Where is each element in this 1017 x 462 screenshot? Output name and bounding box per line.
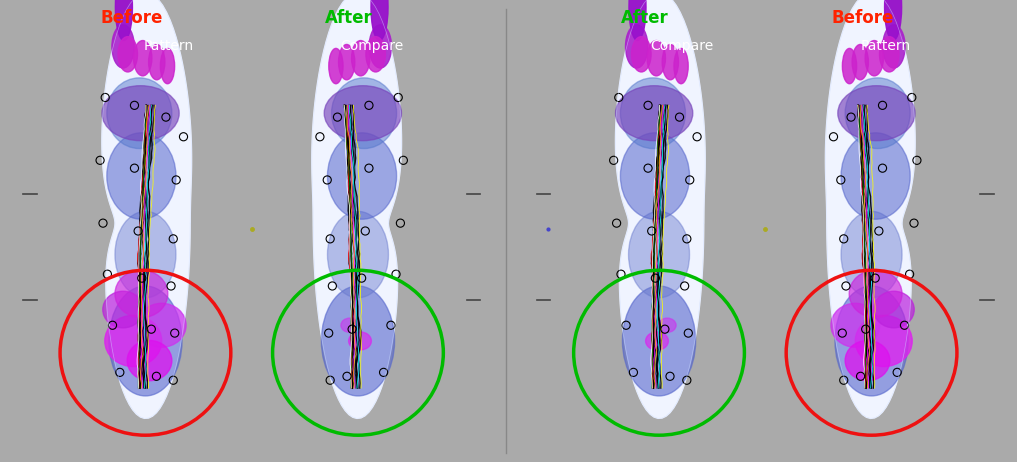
Ellipse shape [880,36,899,72]
Text: Pattern: Pattern [860,39,910,53]
Ellipse shape [615,85,693,140]
Ellipse shape [622,286,696,396]
Ellipse shape [115,0,132,41]
Ellipse shape [629,0,646,41]
Ellipse shape [105,316,162,366]
Ellipse shape [341,318,359,332]
Ellipse shape [835,286,908,396]
Ellipse shape [852,44,869,80]
Text: Pattern: Pattern [143,39,193,53]
Text: After: After [324,10,372,27]
Ellipse shape [845,340,890,381]
Ellipse shape [831,303,880,347]
Ellipse shape [371,0,388,41]
Ellipse shape [620,78,685,148]
Ellipse shape [629,211,690,298]
Ellipse shape [646,332,668,350]
Ellipse shape [112,25,134,68]
Ellipse shape [620,133,690,219]
Ellipse shape [845,78,910,148]
Ellipse shape [841,133,910,219]
Ellipse shape [662,44,678,80]
Ellipse shape [366,36,385,72]
Ellipse shape [632,36,651,72]
Text: Before: Before [831,10,894,27]
Ellipse shape [647,41,665,76]
Polygon shape [102,0,191,419]
Text: Before: Before [101,10,163,27]
Ellipse shape [865,41,884,76]
Polygon shape [312,0,402,419]
Ellipse shape [107,133,176,219]
Ellipse shape [849,270,902,317]
Ellipse shape [838,85,915,140]
Text: After: After [621,10,669,27]
Ellipse shape [103,291,143,328]
Ellipse shape [332,78,397,148]
Ellipse shape [161,49,175,84]
Ellipse shape [109,286,182,396]
Ellipse shape [883,25,905,68]
Ellipse shape [855,316,912,366]
Text: Compare: Compare [341,39,404,53]
Ellipse shape [321,286,395,396]
Ellipse shape [327,133,397,219]
Ellipse shape [115,270,168,317]
Ellipse shape [339,44,355,80]
Ellipse shape [324,85,402,140]
Ellipse shape [118,36,137,72]
Ellipse shape [127,340,172,381]
Ellipse shape [102,85,179,140]
Ellipse shape [842,49,856,84]
Ellipse shape [115,211,176,298]
Ellipse shape [349,332,371,350]
Ellipse shape [352,41,370,76]
Ellipse shape [328,49,343,84]
Ellipse shape [369,25,392,68]
Polygon shape [826,0,915,419]
Ellipse shape [107,78,172,148]
Ellipse shape [327,211,388,298]
Ellipse shape [148,44,165,80]
Ellipse shape [674,49,689,84]
Ellipse shape [874,291,914,328]
Ellipse shape [841,211,902,298]
Text: Compare: Compare [651,39,714,53]
Ellipse shape [885,0,902,41]
Ellipse shape [625,25,648,68]
Polygon shape [615,0,705,419]
Ellipse shape [137,303,186,347]
Ellipse shape [133,41,152,76]
Ellipse shape [658,318,676,332]
